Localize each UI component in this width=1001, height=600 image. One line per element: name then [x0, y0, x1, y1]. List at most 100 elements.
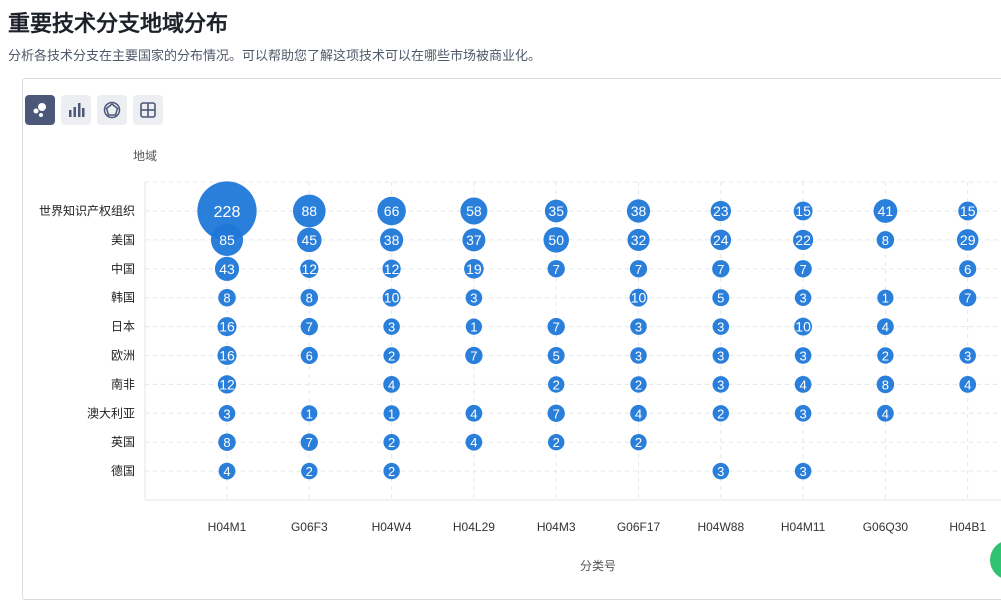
bubble[interactable] [956, 229, 979, 251]
bubble[interactable] [547, 260, 565, 278]
bubble-label: 10 [631, 290, 647, 306]
bubble[interactable] [383, 434, 400, 451]
bubble[interactable] [630, 434, 647, 451]
bubble[interactable] [217, 375, 237, 394]
bubble[interactable] [794, 289, 812, 306]
bubble-label: 4 [964, 377, 971, 392]
bubble[interactable] [301, 405, 318, 422]
bubble[interactable] [712, 347, 730, 364]
bubble[interactable] [210, 223, 244, 256]
bubble[interactable] [214, 256, 240, 281]
bubble[interactable] [626, 199, 651, 223]
bubble[interactable] [300, 346, 318, 365]
bubble[interactable] [465, 346, 483, 365]
bubble-label: 12 [219, 376, 235, 392]
bubble-label: 58 [466, 203, 482, 219]
bubble[interactable] [959, 376, 977, 393]
bubble[interactable] [712, 260, 730, 278]
bubble[interactable] [958, 201, 978, 221]
bubble[interactable] [877, 318, 894, 335]
bubble[interactable] [217, 345, 237, 366]
bubble[interactable] [712, 289, 730, 307]
bubble[interactable] [959, 289, 977, 307]
bubble[interactable] [465, 289, 483, 306]
bar-chart-button[interactable] [61, 95, 91, 125]
bubble[interactable] [793, 229, 814, 250]
bubble[interactable] [877, 347, 894, 364]
bubble[interactable] [383, 347, 400, 364]
bubble[interactable] [292, 194, 326, 228]
bubble[interactable] [877, 404, 894, 422]
bubble[interactable] [712, 462, 730, 480]
bubble[interactable] [465, 404, 483, 422]
bubble[interactable] [630, 376, 647, 393]
bubble[interactable] [876, 231, 895, 249]
radar-chart-button[interactable] [97, 95, 127, 125]
bubble[interactable] [462, 228, 486, 252]
bubble[interactable] [465, 433, 483, 451]
bubble[interactable] [300, 317, 318, 336]
bubble[interactable] [383, 405, 400, 422]
bubble[interactable] [460, 197, 488, 225]
bubble-label: 16 [219, 348, 235, 364]
bubble[interactable] [629, 260, 648, 278]
bubble[interactable] [383, 462, 400, 480]
bubble[interactable] [794, 260, 812, 278]
bubble[interactable] [382, 288, 401, 307]
bubble[interactable] [544, 199, 568, 223]
table-button[interactable] [133, 95, 163, 125]
bubble[interactable] [379, 228, 404, 252]
bubble[interactable] [630, 318, 647, 335]
bubble[interactable] [710, 200, 731, 222]
bubble[interactable] [464, 258, 484, 279]
bubble[interactable] [794, 405, 812, 422]
bubble[interactable] [794, 462, 812, 480]
bubble[interactable] [959, 347, 976, 364]
bubble[interactable] [383, 376, 400, 393]
bubble-label: 3 [223, 406, 230, 421]
bubble[interactable] [377, 196, 406, 226]
bubble[interactable] [630, 347, 647, 364]
bubble-label: 7 [717, 262, 724, 277]
bubble[interactable] [297, 227, 322, 253]
bubble[interactable] [383, 318, 400, 335]
bubble[interactable] [382, 259, 401, 278]
bubble[interactable] [959, 260, 977, 278]
bubble[interactable] [547, 404, 565, 422]
bubble[interactable] [794, 317, 813, 336]
bubble[interactable] [218, 462, 236, 480]
bubble[interactable] [876, 375, 895, 394]
bubble[interactable] [543, 227, 569, 253]
x-axis-title: 分类号 [580, 559, 616, 573]
bubble[interactable] [548, 376, 565, 393]
bubble[interactable] [629, 288, 648, 307]
bubble[interactable] [217, 317, 237, 337]
y-tick-label: 世界知识产权组织 [39, 204, 135, 218]
bubble[interactable] [547, 347, 565, 364]
page-title: 重要技术分支地域分布 [8, 12, 229, 37]
bubble[interactable] [793, 201, 813, 221]
bubble[interactable] [301, 462, 318, 480]
bubble[interactable] [197, 181, 257, 241]
bubble[interactable] [218, 288, 236, 307]
bubble[interactable] [877, 289, 894, 306]
bubble[interactable] [712, 405, 729, 422]
bubble[interactable] [547, 317, 565, 336]
bubble[interactable] [794, 347, 812, 364]
bubble[interactable] [218, 405, 236, 422]
bubble[interactable] [627, 228, 650, 251]
bubble-chart-button[interactable] [25, 95, 55, 125]
bubble[interactable] [630, 404, 647, 422]
bubble[interactable] [548, 434, 565, 451]
bubble[interactable] [873, 199, 898, 223]
bubble[interactable] [218, 433, 236, 451]
bubble[interactable] [712, 376, 730, 393]
floating-action-button[interactable] [990, 540, 1001, 580]
bubble[interactable] [710, 229, 732, 251]
bubble[interactable] [300, 288, 319, 307]
bubble[interactable] [300, 259, 319, 278]
bubble[interactable] [712, 318, 730, 335]
bubble[interactable] [794, 376, 812, 393]
bubble[interactable] [300, 433, 318, 451]
bubble[interactable] [465, 318, 482, 335]
